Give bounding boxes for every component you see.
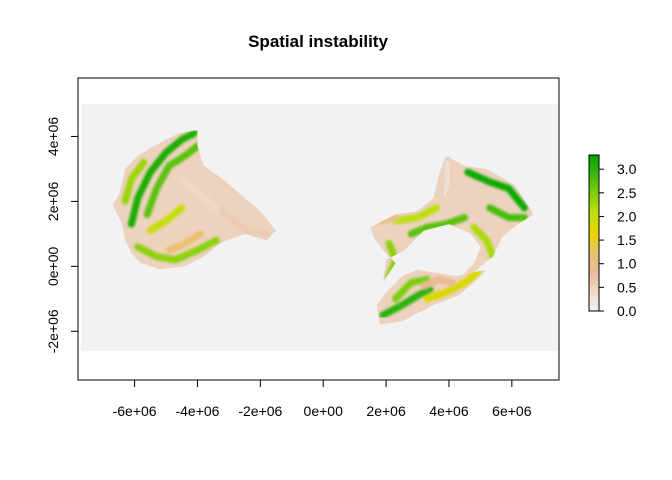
instability-band [464, 168, 528, 212]
raster-regions [112, 130, 534, 325]
colorbar-tick-label: 0.5 [617, 279, 637, 295]
region-east-south [376, 269, 487, 325]
y-tick-label: 2e+06 [45, 182, 61, 222]
x-tick-label: -6e+06 [113, 403, 157, 419]
region-east-north-bands [376, 168, 528, 280]
x-tick-label: 4e+06 [429, 403, 469, 419]
instability-band [392, 275, 431, 303]
colorbar-tick-label: 1.5 [617, 232, 637, 248]
y-axis: -2e+06 0e+00 2e+06 4e+06 [45, 117, 79, 353]
y-tick-label: -2e+06 [45, 309, 61, 353]
x-tick-label: 2e+06 [366, 403, 406, 419]
colorbar-ticks: 0.0 0.5 1.0 1.5 2.0 2.5 3.0 [599, 161, 637, 319]
chart-title: Spatial instability [248, 32, 388, 51]
instability-band [392, 204, 440, 225]
instability-band [134, 236, 220, 264]
instability-band [486, 204, 528, 222]
instability-band [146, 204, 186, 235]
instability-band [407, 214, 469, 238]
region-east-tail-bands [440, 158, 453, 199]
colorbar-legend: 0.0 0.5 1.0 1.5 2.0 2.5 3.0 [588, 154, 637, 319]
region-east-south-bands [379, 269, 481, 319]
colorbar-tick-label: 2.5 [617, 185, 637, 201]
instability-band [206, 197, 271, 238]
colorbar-ramp [588, 154, 600, 312]
x-tick-label: -2e+06 [238, 403, 282, 419]
x-tick-label: 6e+06 [492, 403, 532, 419]
instability-band [121, 158, 148, 205]
region-east-north [370, 155, 534, 283]
x-tick-label: 0e+00 [304, 403, 344, 419]
colorbar-tick-label: 0.0 [617, 303, 637, 319]
instability-band [143, 142, 201, 218]
instability-band [420, 275, 456, 290]
x-tick-label: -4e+06 [175, 403, 219, 419]
y-tick-label: 4e+06 [45, 117, 61, 157]
region-west-bands [121, 130, 271, 264]
instability-band [423, 269, 481, 303]
x-axis: -6e+06 -4e+06 -2e+06 0e+00 2e+06 4e+06 6e+06 [113, 379, 532, 419]
instability-band [379, 285, 434, 319]
instability-band [165, 230, 205, 254]
instability-band [440, 158, 453, 199]
instability-band [181, 178, 220, 212]
region-west [112, 130, 277, 270]
instability-band [470, 223, 497, 261]
colorbar-tick-label: 2.0 [617, 208, 637, 224]
instability-band [127, 130, 198, 228]
colorbar-tick-label: 3.0 [617, 161, 637, 177]
y-tick-label: 0e+00 [45, 246, 61, 286]
colorbar-tick-label: 1.0 [617, 256, 637, 272]
region-east-tail [439, 155, 456, 202]
